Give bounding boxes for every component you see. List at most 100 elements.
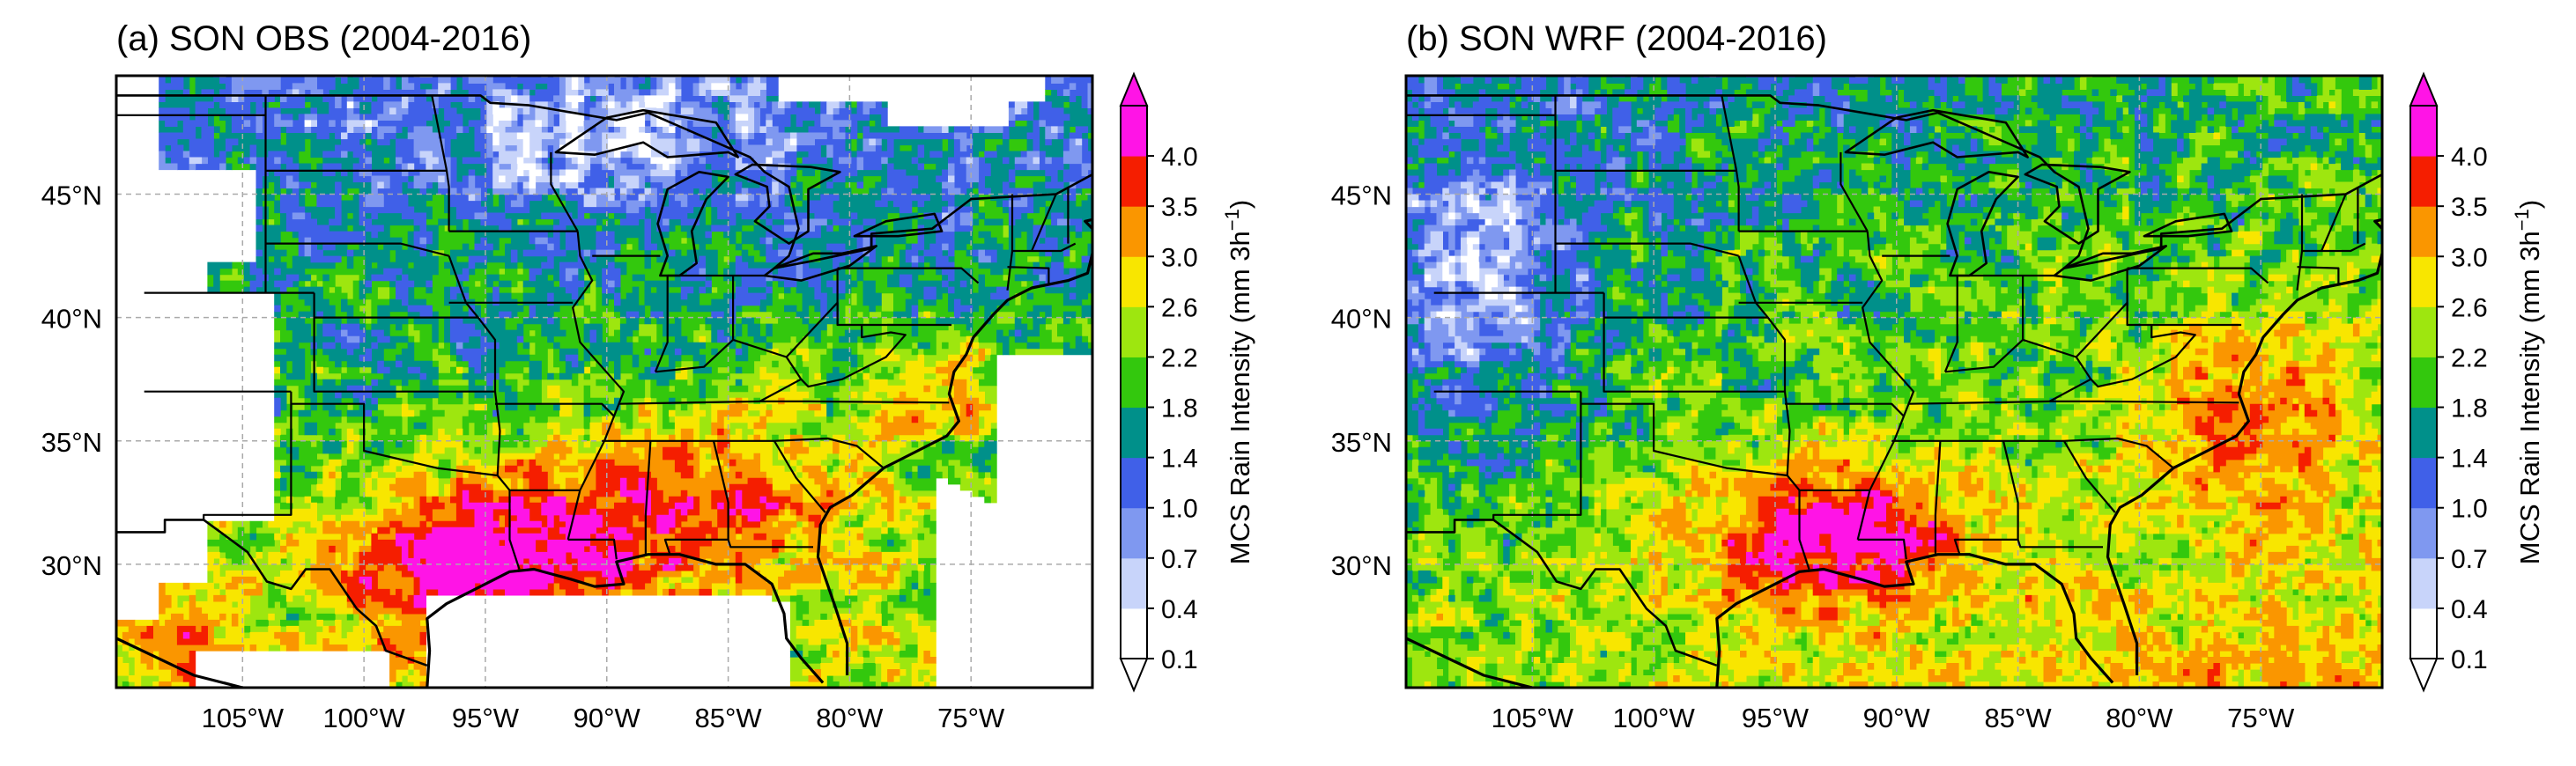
state-border bbox=[550, 151, 579, 232]
colorbar-segment bbox=[2410, 507, 2437, 559]
coastline bbox=[426, 553, 825, 688]
colorbar-level-label: 3.5 bbox=[2451, 193, 2488, 222]
colorbar-level-label: 0.1 bbox=[1161, 645, 1198, 674]
state-border bbox=[2075, 301, 2128, 358]
state-border bbox=[1908, 400, 2239, 405]
lat-tick-label: 45°N bbox=[1331, 180, 1392, 211]
lake-shore bbox=[2143, 212, 2233, 238]
obs-map-figure: 45°N 40°N 35°N 30°N 105°W 100°W 95°W 90°W 85°W 80… bbox=[41, 71, 1255, 733]
state-border bbox=[508, 490, 521, 570]
lat-tick-label: 45°N bbox=[41, 180, 102, 211]
state-border bbox=[644, 440, 652, 555]
colorbar-segment bbox=[1121, 507, 1147, 559]
colorbar-segment bbox=[1121, 557, 1147, 609]
colorbar-segment bbox=[1121, 357, 1147, 409]
colorbar-level-label: 0.7 bbox=[1161, 545, 1198, 574]
map-frame bbox=[115, 74, 1094, 689]
lake-shore bbox=[734, 163, 841, 245]
country-border bbox=[116, 94, 1092, 269]
state-border bbox=[1857, 538, 1907, 560]
colorbar-segment bbox=[2410, 106, 2437, 157]
lon-tick-label: 100°W bbox=[1612, 703, 1695, 733]
state-border bbox=[2090, 325, 2196, 388]
map-frame bbox=[1404, 74, 2384, 689]
state-border bbox=[2297, 266, 2340, 286]
state-border bbox=[1943, 276, 1958, 372]
colorbar-level-label: 3.0 bbox=[1161, 243, 1198, 272]
state-border bbox=[1798, 490, 1810, 570]
state-border bbox=[1856, 231, 1915, 541]
colorbar-level-label: 3.0 bbox=[2451, 243, 2488, 272]
lat-tick-label: 35°N bbox=[41, 427, 102, 458]
rain-cells bbox=[1406, 76, 2382, 688]
rain-cells bbox=[159, 76, 1092, 658]
rain-cells bbox=[182, 477, 779, 639]
colorbar-frame bbox=[1120, 105, 1148, 659]
colorbar-segment bbox=[2410, 357, 2437, 409]
colorbar-extend-min bbox=[1119, 658, 1149, 693]
state-border bbox=[654, 276, 669, 372]
colorbar-level-label: 1.0 bbox=[2451, 495, 2488, 524]
lake-shore bbox=[763, 245, 877, 282]
rain-cells bbox=[304, 77, 797, 189]
state-border bbox=[1012, 242, 1077, 253]
colorbar: 0.1 0.4 0.7 1.0 1.4 1.8 2.2 2.6 3.0 3.5 4.0 MCS Rai… bbox=[2409, 71, 2545, 693]
lon-tick-label: 80°W bbox=[816, 703, 884, 733]
lake-shore bbox=[554, 108, 739, 158]
lat-tick-label: 30°N bbox=[1331, 550, 1392, 581]
country-border bbox=[1492, 519, 1718, 667]
colorbar-segment bbox=[1121, 608, 1147, 659]
colorbar-label: MCS Rain Intensity (mm 3h−1) bbox=[2511, 200, 2545, 564]
lon-tick-label: 85°W bbox=[694, 703, 762, 733]
state-border bbox=[265, 242, 449, 257]
colorbar-segment bbox=[2410, 306, 2437, 357]
state-border bbox=[1721, 95, 1740, 232]
boundaries bbox=[1406, 94, 2382, 688]
colorbar-segment bbox=[1121, 256, 1147, 307]
lake-shore bbox=[1844, 108, 2029, 158]
lake-shore bbox=[1946, 171, 2019, 277]
lon-tick-label: 100°W bbox=[322, 703, 405, 733]
lat-tick-label: 30°N bbox=[41, 550, 102, 581]
colorbar-segment bbox=[1121, 156, 1147, 207]
colorbar-segment bbox=[2410, 206, 2437, 257]
colorbar-segment bbox=[2410, 557, 2437, 609]
state-border bbox=[1007, 266, 1050, 286]
state-border bbox=[2062, 440, 2116, 513]
state-border bbox=[567, 538, 618, 560]
colorbar-extend-max bbox=[1119, 71, 1149, 107]
colorbar-level-label: 0.4 bbox=[1161, 595, 1198, 624]
state-border bbox=[1934, 440, 1942, 555]
lon-tick-label: 80°W bbox=[2106, 703, 2173, 733]
colorbar-level-label: 3.5 bbox=[1161, 193, 1198, 222]
colorbar-segment bbox=[2410, 457, 2437, 509]
lake-shore bbox=[2053, 245, 2167, 282]
colorbar-level-label: 1.8 bbox=[1161, 394, 1198, 424]
coastline bbox=[1406, 637, 1533, 688]
lake-shore bbox=[853, 212, 944, 238]
wrf-map-figure: 45°N 40°N 35°N 30°N 105°W 100°W 95°W 90°W 85°W 80… bbox=[1331, 71, 2545, 733]
rain-intensity-field bbox=[116, 76, 1092, 688]
country-border bbox=[203, 519, 428, 667]
map-panel-wrf: (b) SON WRF (2004-2016) 45°N 40°N 35°N 30°N… bbox=[1290, 0, 2576, 766]
panel-title: (b) SON WRF (2004-2016) bbox=[1406, 19, 1827, 58]
rain-cells bbox=[1411, 188, 1529, 356]
rain-cells bbox=[1406, 76, 2382, 547]
colorbar-segment bbox=[2410, 256, 2437, 307]
colorbar: 0.1 0.4 0.7 1.0 1.4 1.8 2.2 2.6 3.0 3.5 4.0 MCS Rai… bbox=[1119, 71, 1255, 693]
coastline bbox=[116, 637, 243, 688]
state-border bbox=[2127, 267, 2269, 284]
colorbar-level-label: 4.0 bbox=[2451, 143, 2488, 172]
state-border bbox=[2017, 539, 2103, 549]
rain-intensity-field bbox=[1406, 76, 2382, 688]
coastline bbox=[1084, 181, 1092, 230]
state-border bbox=[1492, 403, 1582, 520]
colorbar-segment bbox=[1121, 407, 1147, 459]
coastline bbox=[2106, 253, 2382, 675]
state-border bbox=[2321, 194, 2347, 252]
colorbar-extend-min bbox=[2409, 658, 2439, 693]
lon-tick-label: 75°W bbox=[2227, 703, 2295, 733]
rain-cells bbox=[116, 200, 1092, 688]
lon-tick-label: 95°W bbox=[452, 703, 520, 733]
colorbar-level-label: 2.6 bbox=[2451, 293, 2488, 322]
